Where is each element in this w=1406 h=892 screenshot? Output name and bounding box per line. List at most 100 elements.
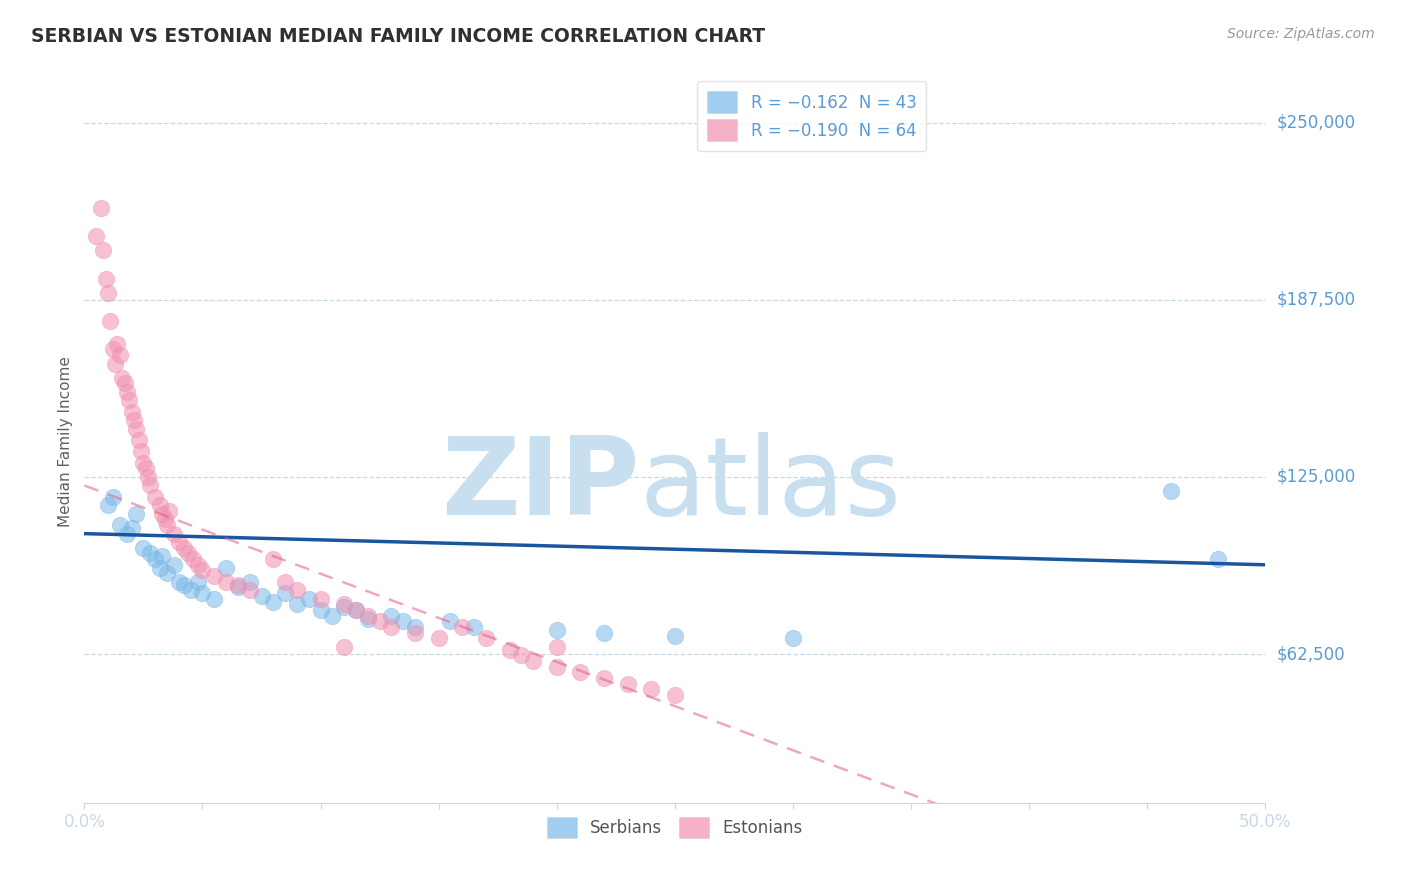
Point: [239, 574, 262, 589]
Point: [139, 546, 162, 560]
Point: [593, 671, 616, 685]
Point: [463, 620, 485, 634]
Text: atlas: atlas: [640, 432, 901, 538]
Point: [115, 526, 138, 541]
Point: [114, 376, 136, 391]
Text: $125,000: $125,000: [1277, 468, 1355, 486]
Point: [121, 405, 143, 419]
Point: [226, 581, 249, 595]
Text: $250,000: $250,000: [1277, 114, 1355, 132]
Point: [125, 422, 148, 436]
Point: [262, 594, 284, 608]
Point: [101, 490, 124, 504]
Text: Source: ZipAtlas.com: Source: ZipAtlas.com: [1227, 27, 1375, 41]
Point: [510, 648, 533, 663]
Legend: Serbians, Estonians: Serbians, Estonians: [540, 810, 810, 845]
Point: [344, 603, 367, 617]
Point: [104, 357, 127, 371]
Point: [191, 586, 214, 600]
Text: ZIP: ZIP: [441, 432, 640, 538]
Point: [664, 629, 686, 643]
Point: [94, 271, 117, 285]
Text: SERBIAN VS ESTONIAN MEDIAN FAMILY INCOME CORRELATION CHART: SERBIAN VS ESTONIAN MEDIAN FAMILY INCOME…: [31, 27, 765, 45]
Point: [321, 608, 343, 623]
Point: [498, 642, 520, 657]
Point: [122, 413, 145, 427]
Point: [344, 603, 367, 617]
Point: [135, 461, 157, 475]
Point: [427, 632, 450, 646]
Point: [128, 433, 150, 447]
Point: [285, 598, 308, 612]
Point: [187, 574, 209, 589]
Point: [475, 632, 498, 646]
Point: [274, 586, 297, 600]
Text: $187,500: $187,500: [1277, 291, 1355, 309]
Text: $62,500: $62,500: [1277, 645, 1346, 663]
Point: [368, 615, 391, 629]
Point: [132, 541, 155, 555]
Point: [357, 612, 380, 626]
Point: [250, 589, 273, 603]
Point: [782, 632, 804, 646]
Point: [546, 623, 568, 637]
Point: [101, 343, 124, 357]
Point: [664, 688, 686, 702]
Point: [115, 384, 138, 399]
Point: [1160, 484, 1182, 499]
Point: [153, 512, 176, 526]
Point: [111, 371, 134, 385]
Point: [285, 583, 308, 598]
Point: [546, 640, 568, 654]
Point: [215, 574, 238, 589]
Point: [392, 615, 415, 629]
Point: [177, 546, 200, 560]
Point: [616, 677, 638, 691]
Point: [202, 591, 225, 606]
Point: [107, 336, 129, 351]
Point: [569, 665, 592, 680]
Point: [187, 558, 209, 572]
Point: [129, 444, 152, 458]
Point: [1206, 552, 1229, 566]
Point: [181, 552, 204, 566]
Point: [274, 574, 297, 589]
Point: [357, 608, 380, 623]
Point: [202, 569, 225, 583]
Point: [173, 577, 195, 591]
Point: [451, 620, 474, 634]
Point: [593, 625, 616, 640]
Point: [156, 566, 179, 581]
Point: [333, 640, 356, 654]
Point: [84, 229, 107, 244]
Point: [150, 507, 173, 521]
Point: [98, 314, 121, 328]
Point: [163, 526, 186, 541]
Point: [157, 504, 180, 518]
Point: [404, 625, 426, 640]
Point: [143, 490, 166, 504]
Point: [180, 583, 202, 598]
Point: [404, 620, 426, 634]
Point: [640, 682, 662, 697]
Y-axis label: Median Family Income: Median Family Income: [58, 356, 73, 527]
Point: [380, 620, 402, 634]
Point: [108, 348, 131, 362]
Point: [150, 549, 173, 564]
Point: [139, 478, 162, 492]
Point: [121, 521, 143, 535]
Point: [309, 591, 332, 606]
Point: [125, 507, 148, 521]
Point: [298, 591, 321, 606]
Point: [226, 577, 249, 591]
Point: [309, 603, 332, 617]
Point: [91, 244, 114, 258]
Point: [149, 560, 172, 574]
Point: [149, 498, 172, 512]
Point: [167, 574, 190, 589]
Point: [167, 535, 190, 549]
Point: [108, 518, 131, 533]
Point: [333, 600, 356, 615]
Point: [439, 615, 461, 629]
Point: [333, 598, 356, 612]
